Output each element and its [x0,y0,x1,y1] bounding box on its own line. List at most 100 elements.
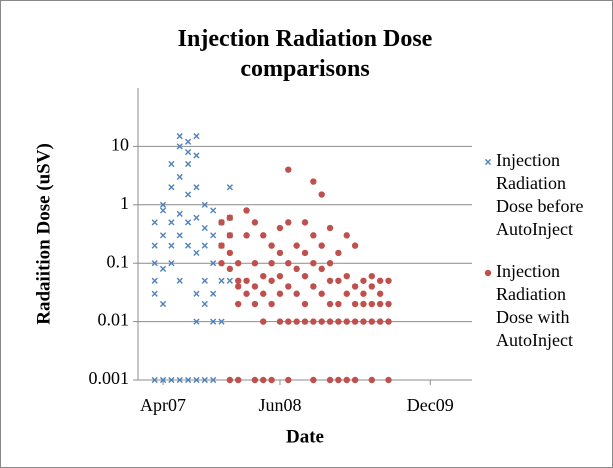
point [285,376,292,384]
point [168,260,175,267]
point [185,138,192,145]
point [251,283,259,290]
point [193,249,200,257]
point [343,318,350,325]
point [176,210,183,217]
point [176,376,183,384]
point [310,232,317,239]
point [226,277,233,284]
point [201,242,208,249]
point [276,224,284,232]
point [176,143,183,150]
point [235,376,242,384]
point [326,376,334,384]
point [293,242,300,249]
point [235,260,242,267]
point [168,376,175,384]
point [243,290,250,297]
point [168,160,175,168]
point [260,318,267,325]
point [326,224,334,232]
point [235,300,242,308]
point [159,207,167,214]
point [310,260,317,267]
point [210,232,217,239]
point [185,219,192,226]
point [176,133,183,140]
point [385,376,392,384]
point [276,272,284,280]
point [168,219,175,226]
point [351,242,359,249]
point [351,376,359,384]
point [226,214,234,221]
point [168,184,175,191]
point [310,283,317,290]
point [343,290,350,297]
point [235,283,242,290]
point [318,318,325,325]
point [351,283,359,290]
point [318,242,325,249]
x-tick-label: Dec09 [407,395,454,415]
point [218,260,225,267]
point [251,219,259,226]
legend-label: Injection Radiation Dose before AutoInject [496,150,583,239]
point [201,277,208,284]
point [360,290,367,297]
point [201,376,208,384]
point [268,277,275,284]
point [268,242,275,249]
point [193,214,200,221]
point [285,283,292,290]
point [168,242,175,249]
legend-label: Injection Radiation Dose with AutoInject [496,261,573,350]
x-axis-title: Date [286,426,324,447]
point [151,242,158,249]
point [285,318,292,325]
point [385,277,392,284]
point [210,318,217,325]
y-tick-label: 10 [111,135,129,155]
point [293,318,300,325]
point [159,265,167,272]
point [276,249,284,257]
point [301,219,309,226]
point [243,232,250,239]
legend-marker [484,269,492,277]
point [335,376,342,384]
point [185,376,192,384]
point [151,260,158,267]
point [159,201,167,208]
point [201,201,208,208]
point [260,272,267,280]
point [210,207,217,214]
point [193,184,200,191]
point [310,178,317,185]
point [376,300,384,308]
point [185,191,192,198]
point [360,277,367,284]
point [201,300,208,308]
point [368,283,375,290]
point [235,277,242,284]
point [251,260,259,267]
point [251,376,259,384]
point [326,277,334,284]
point [335,300,342,308]
point [193,152,200,159]
x-tick-label: Apr07 [140,395,186,415]
point [226,184,233,191]
point [326,300,334,308]
point [159,232,167,239]
point [376,318,384,325]
point [185,160,192,168]
point [151,290,158,297]
point [351,300,359,308]
point [251,300,259,308]
point [368,300,375,308]
point [318,265,325,273]
legend-marker [484,158,492,166]
point [260,376,267,384]
point [376,277,384,284]
